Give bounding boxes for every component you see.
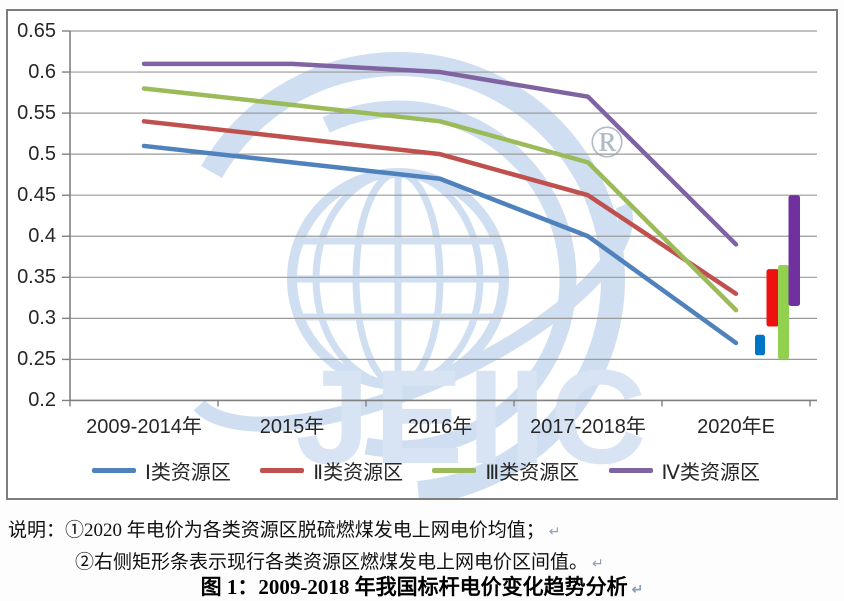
- legend-item-3: Ⅲ类资源区: [432, 456, 579, 485]
- note-line-1: 说明：①2020 年电价为各类资源区脱硫燃煤发电上网电价均值； ↵: [8, 515, 844, 542]
- range-bar-4: [788, 195, 800, 307]
- watermark-inner-ring: [219, 100, 577, 458]
- note-text-1: ①2020 年电价为各类资源区脱硫燃煤发电上网电价均值；: [65, 520, 545, 541]
- x-axis-tick-label: 2009-2014年: [86, 416, 202, 438]
- watermark-logo: JEIIC: [170, 51, 650, 498]
- line-chart-plot: JEIIC ®: [62, 30, 817, 498]
- note-text-2: ②右侧矩形条表示现行各类资源区燃煤发电上网电价区间值。: [75, 552, 589, 573]
- paragraph-mark-icon: ↵: [592, 557, 604, 572]
- y-axis-tick-label: 0.25: [17, 348, 56, 371]
- legend-item-1: Ⅰ类资源区: [92, 456, 231, 485]
- series-line-4: [141, 61, 739, 247]
- x-axis-tick-label: 2015年: [259, 416, 325, 438]
- y-axis-tick-label: 0.6: [28, 61, 56, 84]
- watermark-letters: JEIIC: [295, 343, 650, 492]
- y-axis-tick-label: 0.3: [28, 307, 56, 330]
- range-bar-2: [766, 269, 779, 327]
- caption-text: 图 1：2009-2018 年我国标杆电价变化趋势分析: [200, 575, 628, 599]
- note-line-2: ②右侧矩形条表示现行各类资源区燃煤发电上网电价区间值。 ↵: [75, 547, 844, 574]
- y-axis-tick-label: 0.65: [17, 20, 56, 42]
- legend-line-swatch: [92, 467, 136, 473]
- legend-label: Ⅱ类资源区: [313, 461, 404, 484]
- chart-frame: JEIIC ® 0.65 0.6 0.55 0.5 0.45 0.4 0.35 0.3 0.25 0…: [6, 9, 838, 500]
- series-line-1: [141, 143, 739, 346]
- figure-caption: 图 1：2009-2018 年我国标杆电价变化趋势分析 ↵: [0, 571, 844, 601]
- note-label: 说明：: [8, 520, 66, 541]
- y-axis-tick-label: 0.35: [17, 266, 56, 289]
- legend-line-swatch: [432, 467, 477, 473]
- watermark-outer-ring: [170, 51, 625, 498]
- legend-item-2: Ⅱ类资源区: [260, 456, 403, 485]
- y-axis-tick-label: 0.5: [28, 143, 56, 166]
- registered-trademark-icon: ®: [590, 116, 625, 167]
- chart-legend: Ⅰ类资源区 Ⅱ类资源区 Ⅲ类资源区 Ⅳ类资源区: [92, 455, 760, 485]
- range-bar-1: [755, 334, 765, 356]
- series-line-3: [141, 86, 739, 313]
- paragraph-mark-icon: ↵: [631, 583, 644, 598]
- legend-label: Ⅰ类资源区: [145, 461, 231, 484]
- y-axis-tick-label: 0.4: [28, 225, 56, 248]
- y-axis-tick-label: 0.2: [28, 389, 56, 412]
- paragraph-mark-icon: ↵: [548, 525, 561, 540]
- series-line-2: [141, 119, 739, 296]
- range-bar-3: [778, 264, 789, 360]
- legend-label: Ⅲ类资源区: [485, 461, 580, 484]
- legend-line-swatch: [608, 467, 653, 473]
- y-axis-tick-label: 0.45: [17, 184, 56, 207]
- x-axis-tick-label: 2020年E: [697, 416, 775, 438]
- legend-label: Ⅳ类资源区: [661, 461, 760, 484]
- y-axis-tick-label: 0.55: [17, 102, 56, 125]
- x-axis-tick-label: 2016年: [407, 416, 473, 438]
- legend-line-swatch: [260, 467, 305, 473]
- legend-item-4: Ⅳ类资源区: [608, 456, 760, 485]
- x-axis-tick-label: 2017-2018年: [530, 416, 646, 438]
